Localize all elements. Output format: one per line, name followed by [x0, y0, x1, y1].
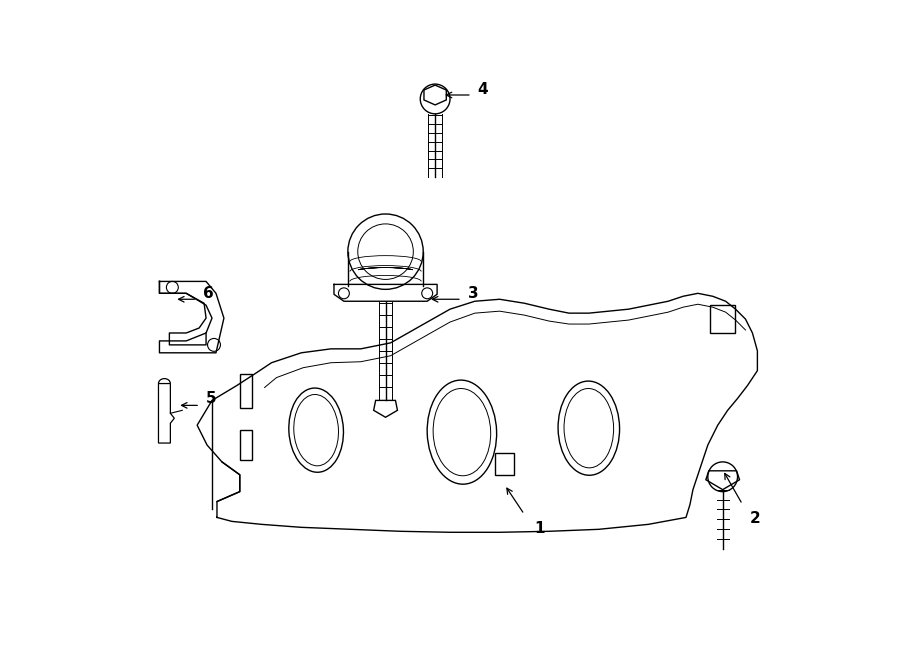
Text: 2: 2: [750, 512, 760, 526]
Text: 4: 4: [478, 81, 489, 97]
Bar: [710, 305, 734, 333]
Text: 6: 6: [203, 286, 214, 301]
Bar: [495, 453, 515, 475]
Text: 1: 1: [535, 522, 544, 536]
Bar: [239, 373, 252, 408]
Text: 5: 5: [206, 391, 217, 406]
Bar: [239, 430, 252, 460]
Text: 3: 3: [468, 286, 479, 301]
